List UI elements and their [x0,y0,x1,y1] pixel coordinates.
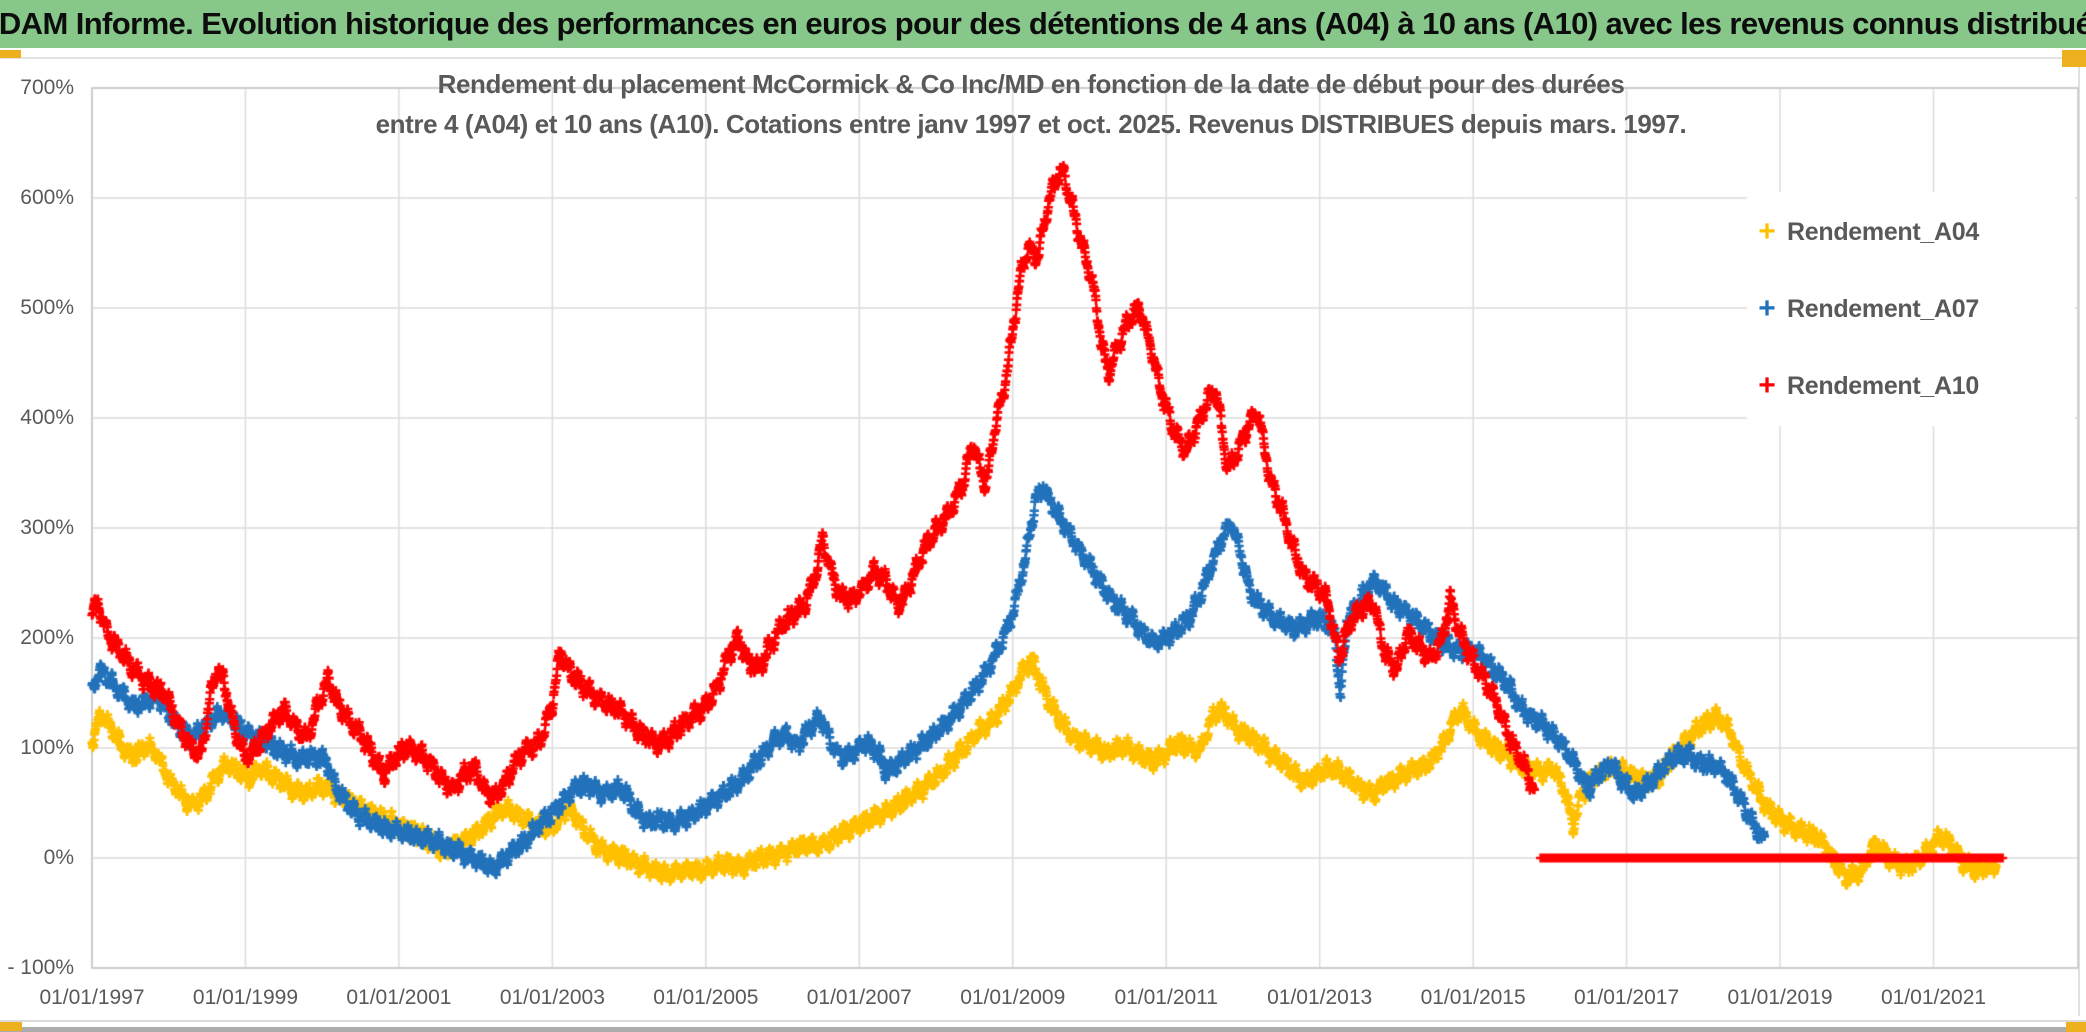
y-axis-tick-label: 700% [20,76,74,99]
x-axis-tick-label: 01/01/2013 [1267,986,1373,1009]
x-axis-tick-label: 01/01/2009 [960,986,1066,1009]
x-axis-tick-label: 01/01/2007 [806,986,912,1009]
x-axis-tick-label: 01/01/1999 [192,986,298,1009]
x-axis-tick-label: 01/01/2011 [1114,986,1218,1009]
chart-title-line1: Rendement du placement McCormick & Co In… [437,69,1625,99]
y-axis-tick-label: 500% [20,296,74,319]
legend-label: Rendement_A04 [1787,217,1979,246]
report-header: ADAM Informe. Evolution historique des p… [0,0,2086,48]
legend-item-a10: + Rendement_A10 [1747,356,2075,416]
accent-corner-bottom-left [0,1022,22,1031]
y-axis-tick-label: 400% [20,406,74,429]
chart-title-line2: entre 4 (A04) et 10 ans (A10). Cotations… [375,109,1687,139]
x-axis-tick-label: 01/01/2017 [1574,986,1680,1009]
y-axis-tick-label: 600% [20,186,74,209]
x-axis-tick-label: 01/01/2021 [1880,986,1987,1009]
footer-divider-light [0,1020,2086,1022]
footer-divider-dark [0,1027,2086,1032]
chart-legend: + Rendement_A04 + Rendement_A07 + Rendement_A… [1747,192,2075,426]
x-axis-tick-label: 01/01/2005 [653,986,759,1009]
legend-plus-marker-icon: + [1758,369,1776,402]
accent-corner-top-right [2062,50,2086,67]
report-title: ADAM Informe. Evolution historique des p… [0,6,2086,41]
x-axis-tick-label: 01/01/2001 [346,986,452,1009]
accent-corner-bottom-right [2066,1022,2086,1032]
y-axis-tick-label: 300% [20,516,74,539]
y-axis-tick-label: 100% [20,736,74,759]
x-axis-tick-label: 01/01/1997 [39,986,145,1009]
x-axis-tick-label: 01/01/2003 [499,986,605,1009]
legend-item-a04: + Rendement_A04 [1747,202,2075,262]
y-axis-tick-label: - 100% [7,956,74,979]
accent-corner-top-left [0,50,21,58]
x-axis-tick-label: 01/01/2019 [1727,986,1833,1009]
header-divider [0,57,2086,59]
legend-item-a07: + Rendement_A07 [1747,279,2075,339]
legend-label: Rendement_A10 [1787,371,1979,400]
legend-plus-marker-icon: + [1758,292,1776,325]
legend-label: Rendement_A07 [1787,294,1979,323]
x-axis-tick-label: 01/01/2015 [1420,986,1526,1009]
legend-plus-marker-icon: + [1758,215,1776,248]
y-axis-tick-label: 200% [20,626,74,649]
chart-title: Rendement du placement McCormick & Co In… [0,64,2062,144]
y-axis-tick-label: 0% [43,846,74,869]
